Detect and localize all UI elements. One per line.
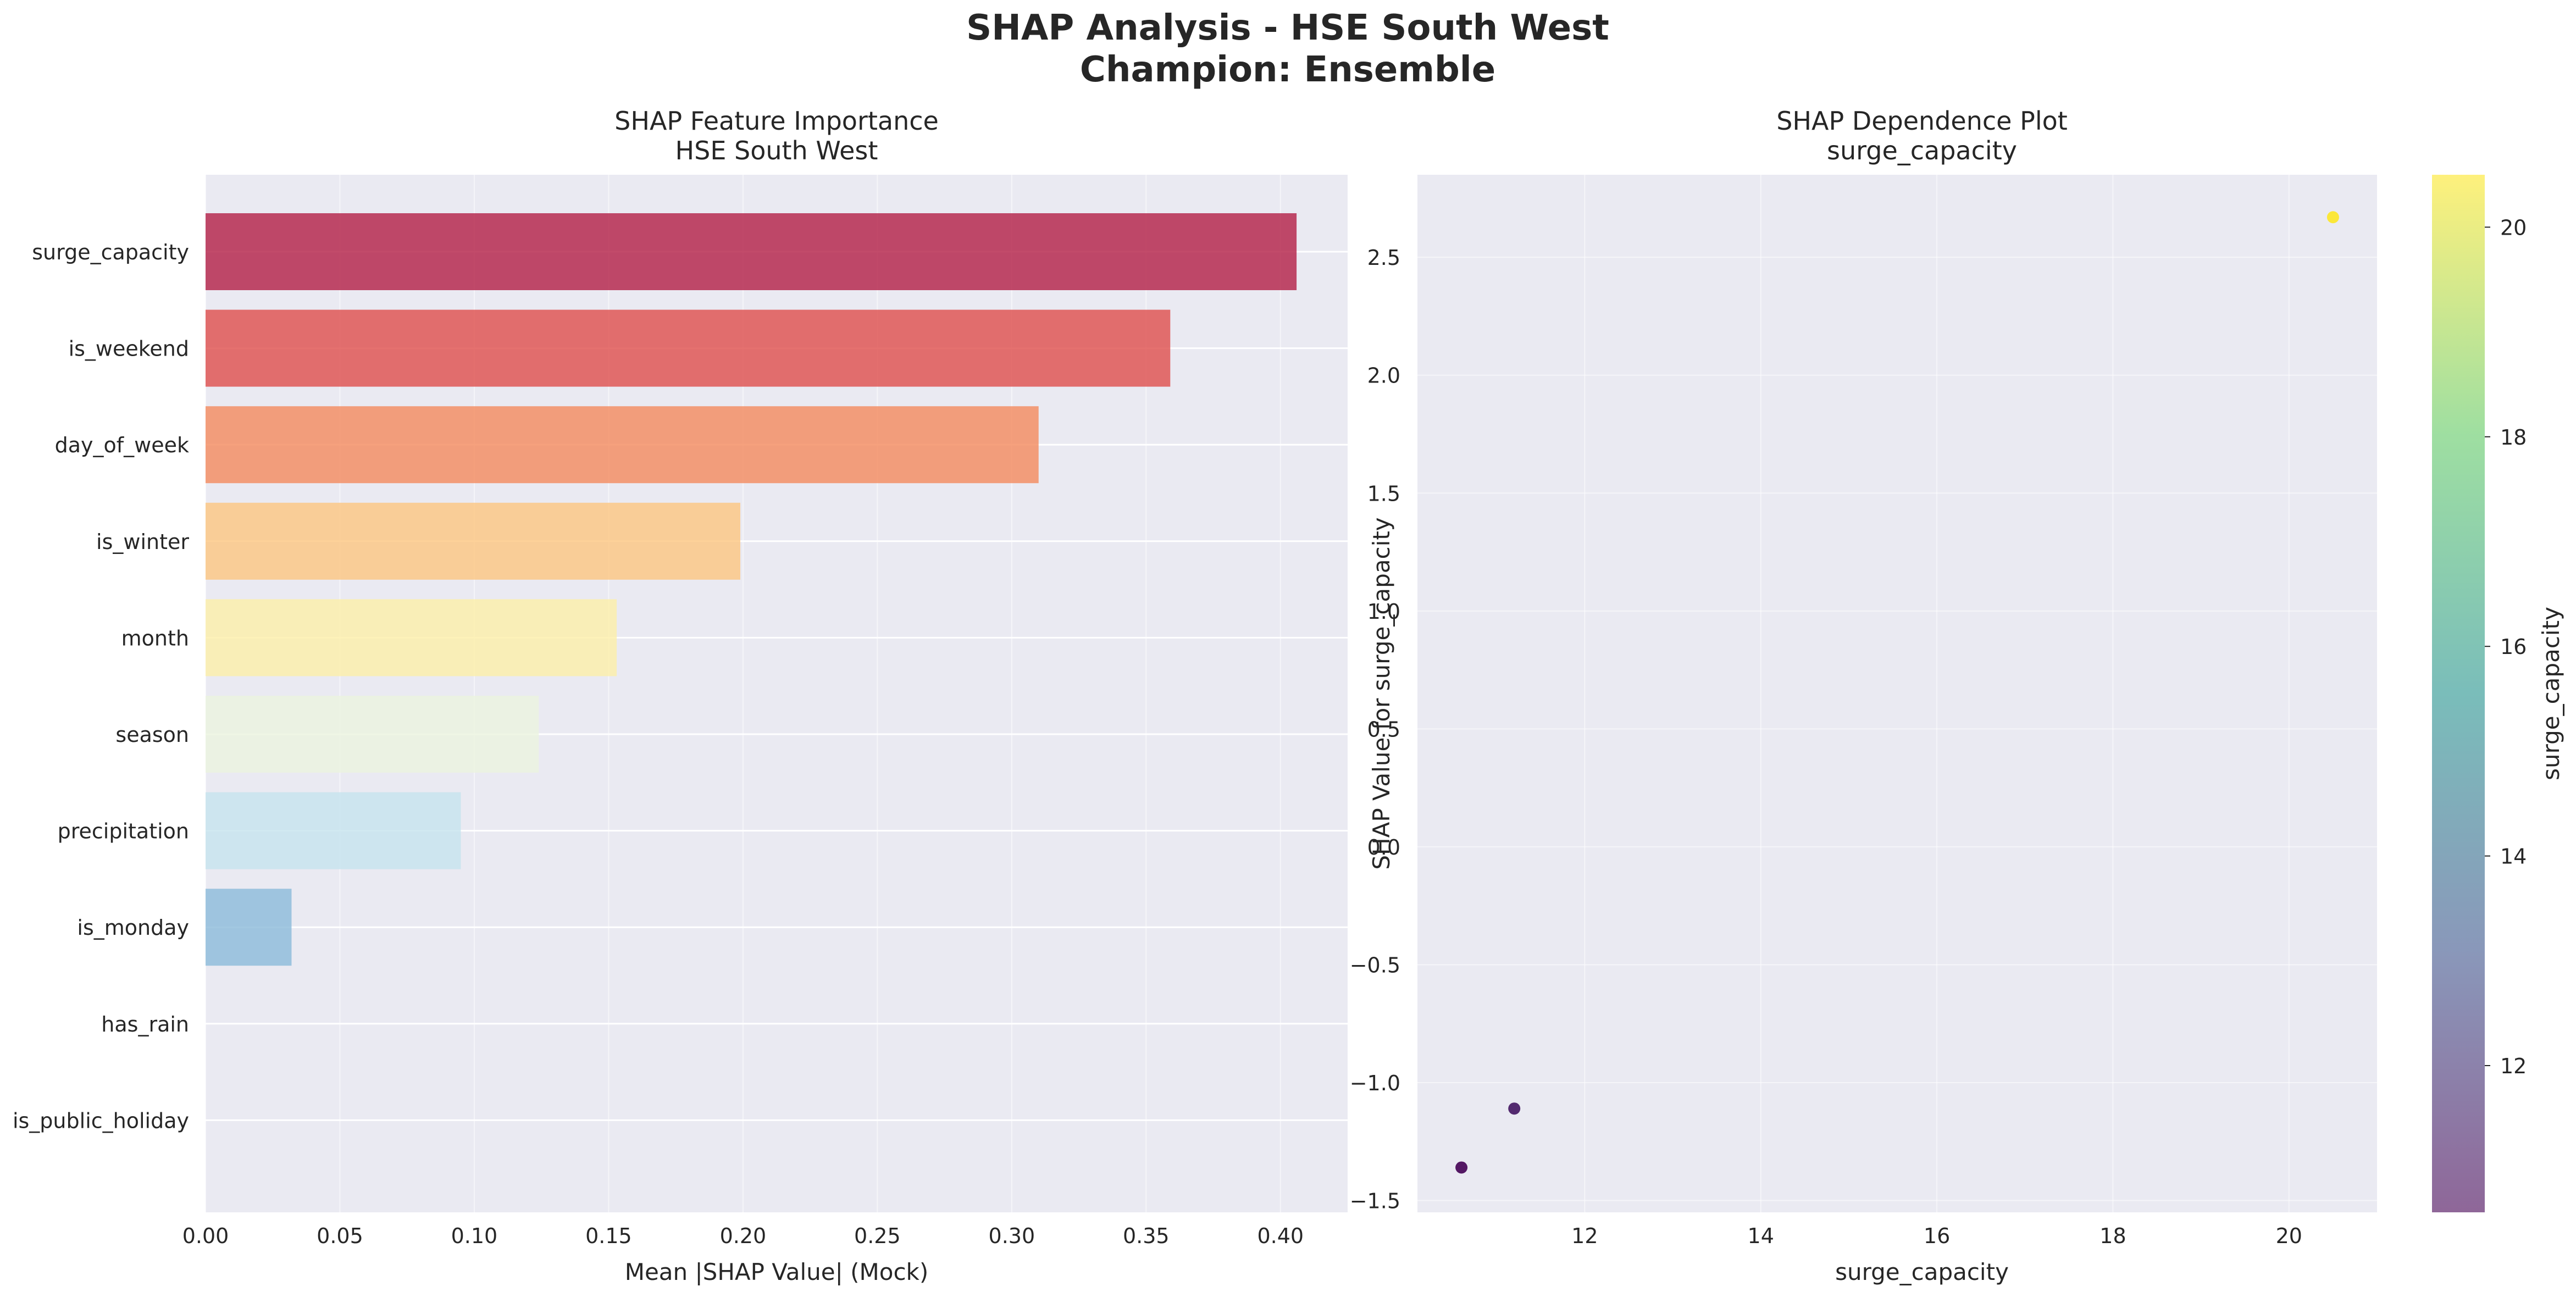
bar-chart-panel: SHAP Feature Importance HSE South West s… — [13, 106, 1348, 1285]
scatter-chart-y-tick-label: 2.0 — [1367, 364, 1400, 388]
scatter-chart-y-tick-labels: −1.5 −1.0 −0.5 0.0 0.5 1.0 1.5 2.0 2.5 — [1350, 246, 1400, 1213]
colorbar-tick-label: 18 — [2500, 425, 2527, 450]
bar-is-winter — [206, 502, 740, 580]
scatter-chart-y-tick-label: −1.5 — [1350, 1189, 1400, 1213]
colorbar-tick-label: 16 — [2500, 635, 2527, 659]
scatter-point — [1508, 1102, 1521, 1115]
bar-chart-x-tick-label: 0.35 — [1123, 1224, 1170, 1248]
bar-chart-y-tick-label: day_of_week — [55, 433, 189, 457]
figure-title: SHAP Analysis - HSE South West — [966, 8, 1609, 48]
bar-chart-y-tick-label: is_weekend — [69, 337, 189, 361]
colorbar-tick-label: 14 — [2500, 845, 2527, 869]
bar-season — [206, 696, 539, 773]
bar-chart-y-tick-label: season — [115, 723, 189, 747]
bar-chart-x-tick-labels: 0.00 0.05 0.10 0.15 0.20 0.25 0.30 0.35 0.40 — [182, 1224, 1304, 1248]
bar-chart-x-tick-label: 0.20 — [720, 1224, 767, 1248]
bar-chart-y-tick-labels: surge_capacity is_weekend day_of_week is_wi… — [13, 240, 189, 1133]
scatter-chart-x-tick-label: 18 — [2099, 1224, 2126, 1248]
bar-chart-x-tick-label: 0.40 — [1257, 1224, 1304, 1248]
figure-subtitle: Champion: Ensemble — [1080, 49, 1495, 90]
colorbar: 12 14 16 18 20 surge_capacity — [2432, 175, 2564, 1212]
bar-chart-x-tick-label: 0.10 — [451, 1224, 498, 1248]
colorbar-tick-label: 20 — [2500, 215, 2527, 240]
scatter-chart-y-tick-label: 1.0 — [1367, 600, 1400, 624]
scatter-chart-y-tick-label: 0.5 — [1367, 717, 1400, 741]
bar-chart-x-tick-label: 0.05 — [317, 1224, 363, 1248]
bar-is-monday — [206, 889, 292, 966]
bar-chart-x-tick-label: 0.15 — [585, 1224, 632, 1248]
bar-chart-x-tick-label: 0.30 — [989, 1224, 1035, 1248]
bar-chart-y-tick-label: is_winter — [96, 530, 189, 554]
bar-chart-x-axis-label: Mean |SHAP Value| (Mock) — [625, 1258, 929, 1285]
bar-chart-subtitle: HSE South West — [675, 136, 878, 165]
scatter-chart-y-tick-label: 2.5 — [1367, 246, 1400, 270]
scatter-chart-grid — [1417, 175, 2377, 1212]
scatter-chart-subtitle: surge_capacity — [1827, 136, 2017, 165]
colorbar-tick-label: 12 — [2500, 1054, 2527, 1078]
bar-day-of-week — [206, 406, 1039, 484]
scatter-chart-plot-area — [1417, 175, 2377, 1212]
bar-chart-y-tick-label: month — [121, 626, 189, 650]
scatter-chart-points — [1455, 211, 2339, 1174]
scatter-chart-x-tick-labels: 12 14 16 18 20 — [1571, 1224, 2302, 1248]
bar-precipitation — [206, 792, 461, 869]
scatter-chart-y-tick-label: −0.5 — [1350, 953, 1400, 977]
bar-is-weekend — [206, 309, 1171, 387]
scatter-chart-title: SHAP Dependence Plot — [1776, 106, 2068, 136]
bar-surge-capacity — [206, 213, 1297, 290]
colorbar-tick-labels: 12 14 16 18 20 — [2485, 215, 2527, 1078]
colorbar-label: surge_capacity — [2538, 607, 2564, 780]
bar-chart-bars — [206, 213, 1297, 966]
bar-chart-x-tick-label: 0.25 — [854, 1224, 901, 1248]
bar-chart-x-tick-label: 0.00 — [182, 1224, 229, 1248]
bar-chart-title: SHAP Feature Importance — [614, 106, 939, 136]
scatter-chart-panel: SHAP Dependence Plot surge_capacity −1.5… — [1350, 106, 2377, 1285]
scatter-point — [1455, 1161, 1468, 1174]
scatter-chart-x-axis-label: surge_capacity — [1835, 1258, 2009, 1285]
bar-chart-y-tick-label: precipitation — [58, 819, 189, 844]
bar-chart-y-tick-label: is_public_holiday — [13, 1108, 189, 1133]
bar-month — [206, 599, 617, 677]
bar-chart-y-tick-label: surge_capacity — [32, 240, 189, 264]
scatter-chart-y-tick-label: −1.0 — [1350, 1071, 1400, 1095]
scatter-chart-y-tick-label: 0.0 — [1367, 835, 1400, 860]
bar-chart-y-tick-label: is_monday — [77, 916, 189, 940]
bar-chart-y-tick-label: has_rain — [101, 1012, 189, 1036]
scatter-chart-y-axis-label: SHAP Value for surge_capacity — [1368, 517, 1395, 869]
colorbar-gradient — [2432, 175, 2485, 1212]
scatter-chart-y-tick-label: 1.5 — [1367, 481, 1400, 506]
scatter-chart-x-tick-label: 14 — [1748, 1224, 1774, 1248]
scatter-point — [2326, 211, 2339, 224]
scatter-chart-x-tick-label: 12 — [1571, 1224, 1598, 1248]
scatter-chart-x-tick-label: 20 — [2276, 1224, 2302, 1248]
scatter-chart-x-tick-label: 16 — [1924, 1224, 1950, 1248]
